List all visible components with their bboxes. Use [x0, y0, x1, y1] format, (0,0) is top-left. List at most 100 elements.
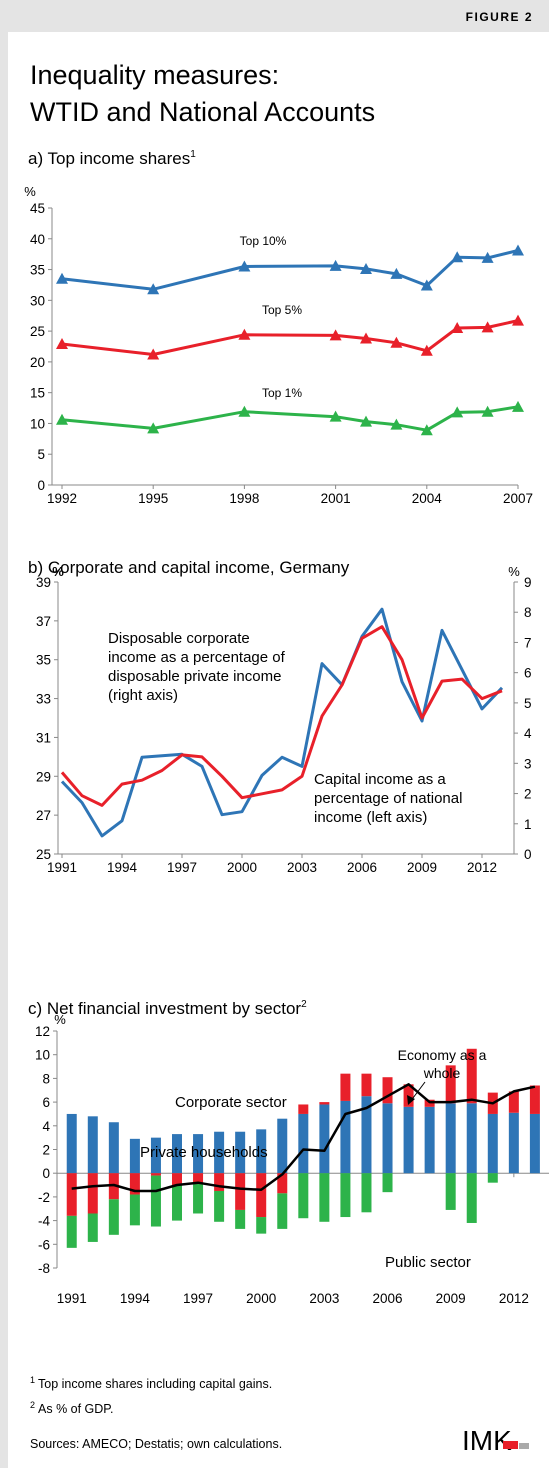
line [60, 607, 504, 838]
y-tick-label: 20 [30, 355, 45, 370]
footnote-mark: 2 [30, 1400, 35, 1410]
marker [238, 260, 251, 272]
line [61, 405, 519, 432]
bar [319, 1104, 330, 1174]
bar [487, 1173, 498, 1183]
marker [56, 272, 68, 284]
y-tick-label: 0 [42, 1166, 50, 1181]
marker [329, 410, 342, 422]
bar [256, 1129, 267, 1174]
bar [129, 1173, 140, 1195]
line [61, 319, 519, 356]
chart-subtitle: b) Corporate and capital income, Germany [28, 558, 350, 577]
bar [361, 1096, 372, 1174]
bar [298, 1173, 309, 1219]
series-label: income (left axis) [314, 809, 427, 826]
marker [451, 251, 464, 263]
bar [508, 1091, 519, 1113]
bar [382, 1077, 393, 1104]
marker [238, 328, 251, 340]
x-tick-label: 1997 [167, 860, 197, 875]
footnote-text: As % of GDP. [38, 1402, 114, 1416]
x-tick-label: 2012 [467, 860, 497, 875]
footnote: 2 As % of GDP. [30, 1400, 114, 1416]
bar [129, 1194, 140, 1226]
y2-tick-label: 1 [524, 817, 532, 832]
marker [238, 405, 251, 417]
y-tick-label: 6 [42, 1095, 50, 1110]
bar [424, 1106, 435, 1174]
line [61, 249, 519, 291]
y2-tick-label: 9 [524, 575, 532, 590]
y-tick-label: -2 [38, 1190, 50, 1205]
y-tick-label: 12 [35, 1024, 50, 1039]
y-tick-label: 31 [36, 730, 51, 745]
series-label: percentage of national [314, 790, 462, 807]
bar [298, 1113, 309, 1174]
figure-label: FIGURE 2 [466, 10, 533, 24]
x-tick-label: 2009 [407, 860, 437, 875]
bar [193, 1134, 204, 1174]
bar [277, 1193, 288, 1229]
marker [420, 344, 433, 356]
marker [512, 400, 524, 412]
marker [56, 413, 68, 425]
chart-subtitle-text: a) Top income shares [28, 149, 190, 168]
bar [466, 1048, 477, 1104]
x-tick-label: 2012 [499, 1291, 529, 1306]
bar [193, 1182, 204, 1214]
marker [390, 267, 403, 279]
bar [66, 1113, 77, 1174]
marker [420, 279, 433, 291]
marker [147, 283, 160, 295]
bar [487, 1113, 498, 1174]
marker [481, 251, 494, 263]
bar [340, 1173, 351, 1218]
footnote-mark: 2 [301, 999, 307, 1010]
y-tick-label: 33 [36, 692, 51, 707]
bar [150, 1137, 161, 1174]
chart-subtitle: c) Net financial investment by sector2 [28, 999, 307, 1018]
series-label: Capital income as a [314, 771, 446, 788]
x-tick-label: 2000 [227, 860, 257, 875]
bar [108, 1122, 119, 1174]
y2-tick-label: 3 [524, 756, 532, 771]
bar [319, 1173, 330, 1222]
x-tick-label: 1998 [229, 491, 259, 506]
x-tick-label: 1995 [138, 491, 168, 506]
line [71, 1083, 536, 1193]
marker [481, 321, 494, 333]
y-tick-label: 0 [37, 478, 45, 493]
bar [508, 1112, 519, 1174]
bar [235, 1209, 246, 1229]
y-tick-label: 10 [30, 416, 45, 431]
x-tick-label: 1994 [107, 860, 138, 875]
y-tick-label: 15 [30, 386, 45, 401]
marker [451, 322, 464, 334]
bar [87, 1116, 98, 1174]
bar [277, 1173, 288, 1194]
bar [256, 1173, 267, 1218]
y-tick-label: 37 [36, 614, 51, 629]
marker [360, 332, 372, 344]
bar [214, 1131, 225, 1174]
x-tick-label: 1997 [183, 1291, 213, 1306]
y2-tick-label: 8 [524, 605, 532, 620]
marker [147, 348, 160, 360]
y-tick-label: -8 [38, 1261, 50, 1276]
bar [445, 1173, 456, 1210]
bar [298, 1104, 309, 1114]
line [60, 625, 503, 807]
y-tick-label: 35 [36, 653, 51, 668]
marker [451, 406, 464, 418]
sources: Sources: AMECO; Destatis; own calculatio… [30, 1437, 282, 1451]
bar [108, 1199, 119, 1235]
bar [87, 1213, 98, 1242]
bar [445, 1103, 456, 1174]
y-tick-label: 39 [36, 575, 51, 590]
side-bar [0, 0, 8, 1468]
marker [329, 259, 342, 271]
bar [340, 1073, 351, 1101]
marker [420, 424, 433, 436]
y2-axis-label: % [508, 564, 520, 579]
